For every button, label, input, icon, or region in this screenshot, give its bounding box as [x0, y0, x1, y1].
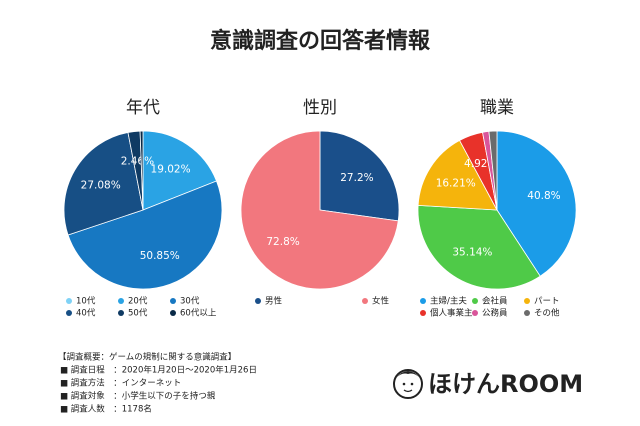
legend-marker — [118, 310, 124, 316]
pie-slice — [142, 130, 218, 211]
pie-title: 年代 — [126, 98, 160, 118]
survey-info-line: ■ 調査対象 ：小学生以下の子を持つ親 — [60, 391, 216, 402]
data-label: 2.46% — [121, 155, 154, 167]
legend-label: 40代 — [76, 308, 96, 319]
legend-label: 男性 — [265, 296, 283, 307]
legend-marker — [524, 298, 530, 304]
legend-label: 主婦/主夫 — [430, 296, 467, 307]
legend-marker — [170, 310, 176, 316]
data-label: 27.08% — [81, 179, 121, 191]
legend-label: 10代 — [76, 296, 96, 307]
legend-label: 50代 — [128, 308, 148, 319]
survey-info-line: ■ 調査人数 ：1178名 — [60, 404, 152, 415]
data-label: 35.14% — [452, 246, 492, 258]
pie-slice — [319, 130, 400, 222]
legend-marker — [66, 310, 72, 316]
legend-label: その他 — [534, 308, 560, 319]
pie-title: 性別 — [303, 98, 337, 118]
legend-marker — [118, 298, 124, 304]
legend-label: 20代 — [128, 296, 148, 307]
logo-mouth — [403, 389, 413, 393]
pie-slice — [139, 130, 144, 211]
legend-label: 60代以上 — [180, 308, 217, 319]
pie-slice — [63, 131, 144, 236]
data-label: 72.8% — [266, 236, 299, 248]
pie-title: 職業 — [480, 98, 514, 118]
data-label: 19.02% — [151, 164, 191, 176]
logo-eye — [402, 382, 406, 386]
pie-slice — [67, 180, 223, 290]
data-label: 50.85% — [140, 250, 180, 262]
legend-label: 30代 — [180, 296, 200, 307]
pie-slice — [240, 130, 399, 290]
legend-marker — [170, 298, 176, 304]
data-label: 27.2% — [340, 172, 373, 184]
page-title: 意識調査の回答者情報 — [210, 28, 431, 54]
legend-marker — [472, 310, 478, 316]
legend-label: 女性 — [372, 296, 390, 307]
data-label: 16.21% — [436, 178, 476, 190]
legend-marker — [524, 310, 530, 316]
logo-text: ほけんROOM — [428, 370, 583, 398]
survey-info-line: ■ 調査日程 ：2020年1月20日〜2020年1月26日 — [60, 365, 257, 376]
legend-marker — [362, 298, 368, 304]
survey-info-line: 【調査概要：ゲームの規制に関する意識調査】 — [58, 352, 236, 363]
legend-label: 会社員 — [482, 296, 508, 307]
logo-hair — [396, 371, 420, 378]
legend-marker — [420, 298, 426, 304]
legend-marker — [255, 298, 261, 304]
legend-marker — [66, 298, 72, 304]
logo-icon — [393, 369, 423, 399]
pie-slice — [488, 130, 498, 211]
legend-label: パート — [534, 297, 560, 307]
legend-marker — [420, 310, 426, 316]
pie-slice — [417, 204, 541, 290]
legend-label: 公務員 — [482, 308, 508, 319]
logo: ほけんROOM — [393, 369, 583, 399]
pie-slice — [417, 139, 498, 211]
legend-marker — [472, 298, 478, 304]
survey-info-line: ■ 調査方法 ：インターネット — [60, 378, 181, 389]
legend-label: 個人事業主 — [430, 308, 473, 319]
data-label: 40.8% — [527, 190, 560, 202]
logo-eye — [410, 382, 414, 386]
